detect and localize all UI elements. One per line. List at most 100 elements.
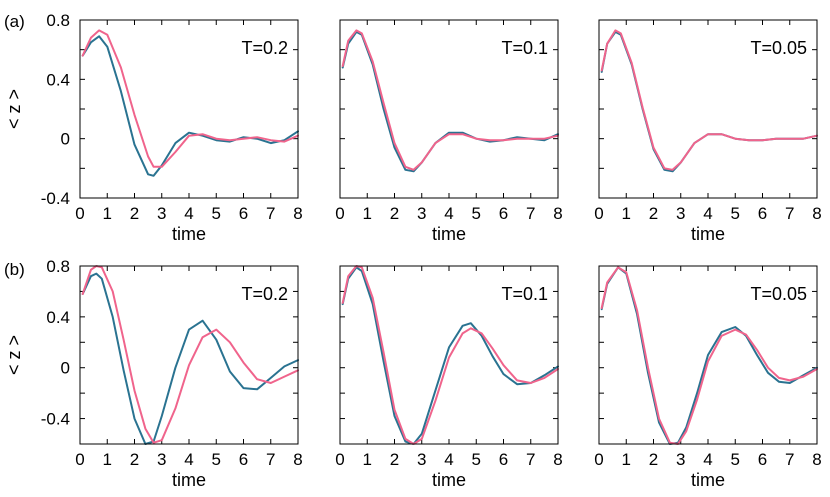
x-tick-label: 0	[335, 204, 344, 223]
plot-frame	[79, 265, 299, 445]
x-tick-label: 0	[335, 450, 344, 469]
x-axis-label: time	[172, 224, 206, 244]
panel-title: T=0.1	[501, 284, 548, 304]
x-tick-label: 6	[758, 450, 767, 469]
x-tick-label: 5	[472, 204, 481, 223]
y-tick-label: 0.4	[46, 70, 70, 89]
y-tick-label: 0	[61, 359, 70, 378]
plot-frame	[598, 19, 818, 199]
x-tick-label: 1	[103, 204, 112, 223]
x-tick-label: 1	[622, 204, 631, 223]
panel-title: T=0.2	[241, 284, 288, 304]
x-tick-label: 6	[239, 450, 248, 469]
panel-b3: 0 1 2 3 4 5 6 7 8 T=0.05 time	[594, 265, 822, 490]
x-tick-label: 7	[266, 204, 275, 223]
plot-frame	[598, 265, 818, 445]
x-tick-label: 7	[266, 450, 275, 469]
x-tick-label: 2	[130, 450, 139, 469]
plot-frame	[79, 19, 299, 199]
x-tick-label: 6	[758, 204, 767, 223]
x-tick-label: 2	[649, 450, 658, 469]
y-axis-label: < z >	[4, 89, 24, 129]
x-axis-label: time	[432, 470, 466, 490]
x-tick-label: 1	[363, 204, 372, 223]
x-tick-label: 0	[75, 450, 84, 469]
x-tick-label: 4	[703, 204, 712, 223]
x-tick-label: 7	[526, 450, 535, 469]
series-line-2	[81, 265, 299, 444]
y-tick-label: -0.4	[41, 189, 70, 208]
panel-title: T=0.2	[241, 38, 288, 58]
panel-b2: 0 1 2 3 4 5 6 7 8 T=0.1 time	[335, 265, 563, 490]
y-tick-label: 0.8	[46, 11, 70, 30]
y-axis-label: < z >	[4, 335, 24, 375]
y-tick-label: -0.4	[41, 410, 70, 429]
x-tick-label: 3	[676, 450, 685, 469]
x-tick-label: 4	[184, 204, 193, 223]
x-tick-label: 3	[676, 204, 685, 223]
x-tick-label: 7	[526, 204, 535, 223]
panel-title: T=0.1	[501, 38, 548, 58]
x-tick-label: 2	[390, 204, 399, 223]
x-tick-label: 5	[212, 204, 221, 223]
series-line-2	[341, 265, 559, 445]
series-line-2	[341, 29, 559, 171]
x-tick-label: 7	[785, 204, 794, 223]
x-axis-label: time	[691, 224, 725, 244]
x-tick-label: 5	[731, 204, 740, 223]
x-tick-label: 2	[390, 450, 399, 469]
x-tick-label: 4	[184, 450, 193, 469]
x-tick-label: 5	[212, 450, 221, 469]
y-tick-label: 0.8	[46, 257, 70, 276]
x-tick-label: 6	[239, 204, 248, 223]
x-tick-label: 8	[812, 450, 821, 469]
x-tick-label: 4	[444, 204, 453, 223]
row-label-a: (a)	[4, 12, 25, 31]
x-tick-label: 5	[472, 450, 481, 469]
x-tick-label: 8	[553, 450, 562, 469]
y-tick-label: 0	[61, 130, 70, 149]
x-axis-label: time	[691, 470, 725, 490]
series-line-2	[600, 266, 818, 445]
x-tick-label: 2	[130, 204, 139, 223]
x-tick-label: 0	[594, 204, 603, 223]
x-tick-label: 0	[594, 450, 603, 469]
y-tick-label: 0.4	[46, 308, 70, 327]
x-axis-label: time	[432, 224, 466, 244]
x-tick-label: 2	[649, 204, 658, 223]
series-line-2	[81, 29, 299, 168]
series-line-1	[81, 35, 299, 177]
x-tick-label: 3	[417, 450, 426, 469]
x-tick-label: 1	[622, 450, 631, 469]
panel-title: T=0.05	[750, 38, 807, 58]
x-tick-label: 8	[293, 204, 302, 223]
panel-a2: 0 1 2 3 4 5 6 7 8 T=0.1 time	[335, 19, 563, 244]
x-tick-label: 1	[103, 450, 112, 469]
x-axis-label: time	[172, 470, 206, 490]
x-tick-label: 8	[293, 450, 302, 469]
x-tick-label: 7	[785, 450, 794, 469]
x-tick-label: 8	[812, 204, 821, 223]
plot-frame	[339, 265, 559, 445]
x-tick-label: 6	[499, 450, 508, 469]
x-tick-label: 5	[731, 450, 740, 469]
series-line-1	[81, 272, 299, 445]
x-tick-label: 3	[157, 204, 166, 223]
x-tick-label: 3	[417, 204, 426, 223]
series-line-2	[600, 29, 818, 171]
plot-frame	[339, 19, 559, 199]
x-tick-label: 6	[499, 204, 508, 223]
x-tick-label: 3	[157, 450, 166, 469]
x-tick-label: 1	[363, 450, 372, 469]
row-label-b: (b)	[4, 260, 25, 279]
series-line-1	[341, 266, 559, 445]
x-tick-label: 4	[703, 450, 712, 469]
panel-title: T=0.05	[750, 284, 807, 304]
x-tick-label: 8	[553, 204, 562, 223]
x-tick-label: 4	[444, 450, 453, 469]
panel-a3: 0 1 2 3 4 5 6 7 8 T=0.05 time	[594, 19, 822, 244]
x-tick-label: 0	[75, 204, 84, 223]
